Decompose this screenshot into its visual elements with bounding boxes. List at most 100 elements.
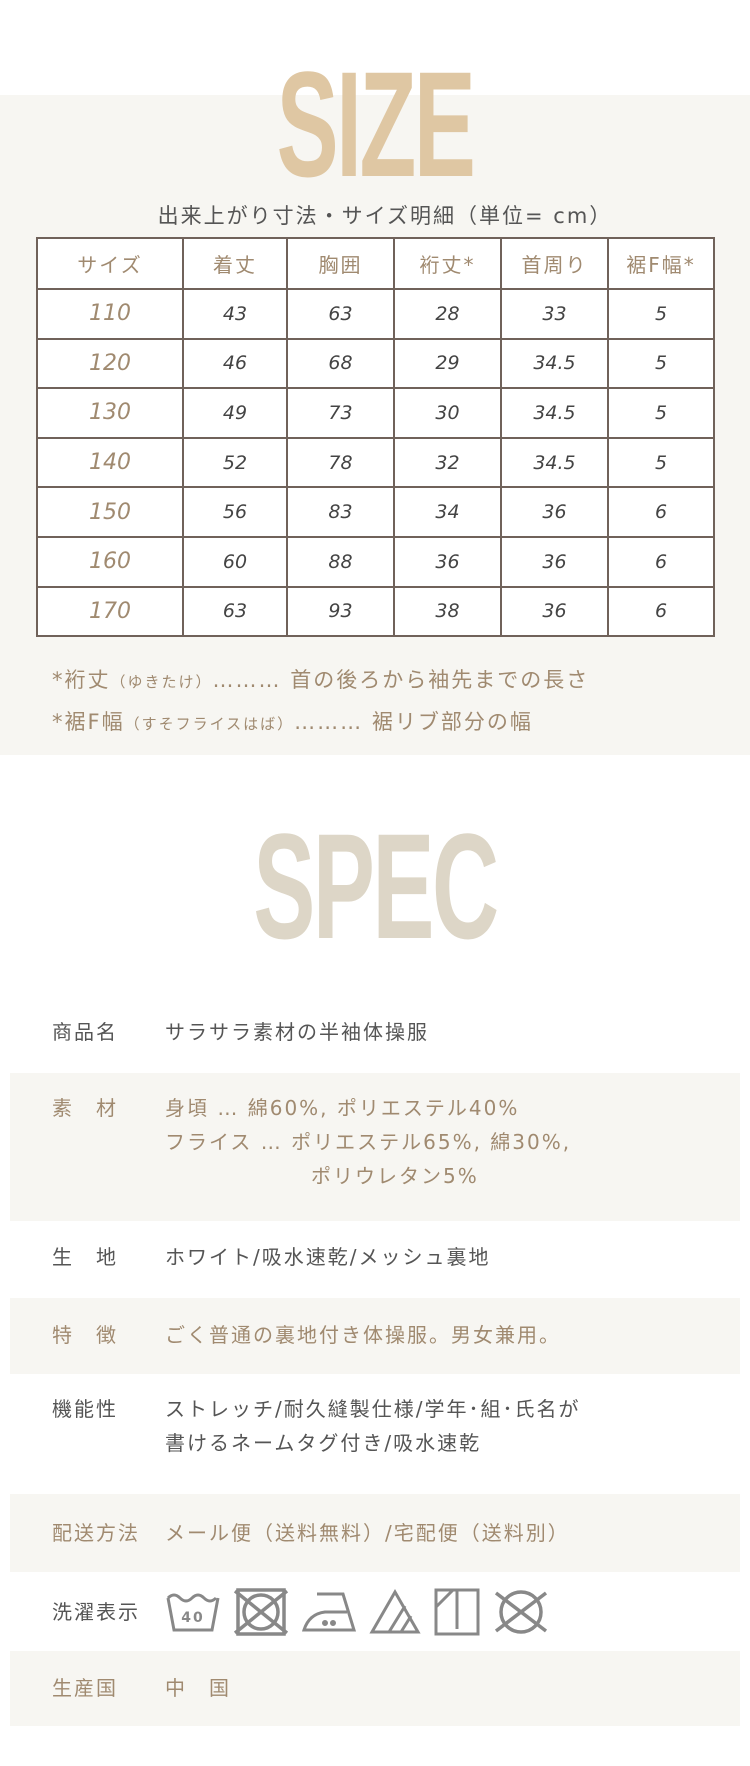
- size-notes: *裄丈（ゆきたけ）……… 首の後ろから袖先までの長さ *裾F幅（すそフライスはば…: [52, 660, 589, 744]
- measurement-cell: 6: [607, 585, 715, 638]
- material-line: 身頃 … 綿60%, ポリエステル40%: [165, 1096, 520, 1120]
- spec-row-care: 洗濯表示 40: [10, 1573, 740, 1651]
- spec-label: 配送方法: [52, 1521, 140, 1545]
- measurement-cell: 5: [607, 288, 715, 340]
- measurement-cell: 56: [182, 486, 288, 538]
- iron-low-icon: [301, 1592, 357, 1632]
- measurement-cell: 34: [393, 486, 502, 538]
- care-icons: 40: [165, 1587, 740, 1637]
- spec-value: 中 国: [165, 1676, 231, 1700]
- measurement-cell: 33: [500, 288, 609, 340]
- spec-value: サラサラ素材の半袖体操服: [165, 1020, 429, 1044]
- measurement-cell: 5: [607, 436, 715, 489]
- measurement-cell: 78: [286, 436, 395, 489]
- note-yukitake: *裄丈（ゆきたけ）……… 首の後ろから袖先までの長さ: [52, 660, 589, 702]
- spec-row-shipping: 配送方法 メール便（送料無料）/宅配便（送料別）: [10, 1494, 740, 1572]
- measurement-cell: 38: [393, 585, 502, 638]
- measurement-cell: 52: [182, 436, 288, 489]
- measurement-cell: 34.5: [500, 387, 609, 439]
- note-term: *裾F幅: [52, 710, 125, 734]
- measurement-cell: 36: [500, 585, 609, 638]
- measurement-cell: 36: [500, 535, 609, 588]
- note-desc: ……… 裾リブ部分の幅: [294, 710, 533, 734]
- spec-value: 身頃 … 綿60%, ポリエステル40% フライス … ポリエステル65%, 綿…: [165, 1091, 740, 1221]
- measurement-cell: 6: [607, 486, 715, 538]
- spec-label: 機能性: [52, 1397, 118, 1421]
- size-table-row: 140 52 78 32 34.5 5: [36, 436, 715, 489]
- material-line: フライス … ポリエステル65%, 綿30%,: [165, 1130, 572, 1154]
- spec-row-product-name: 商品名 サラサラ素材の半袖体操服: [10, 1015, 740, 1055]
- note-reading: （すそフライスはば）: [124, 715, 295, 733]
- spec-label: 素 材: [52, 1096, 118, 1120]
- note-reading: （ゆきたけ）: [110, 673, 213, 691]
- size-cell: 140: [36, 436, 184, 489]
- measurement-cell: 83: [286, 486, 395, 538]
- measurement-cell: 34.5: [500, 436, 609, 489]
- header-cell: 首周り: [500, 237, 609, 290]
- size-table-row: 170 63 93 38 36 6: [36, 585, 715, 638]
- bleach-icon: [369, 1589, 421, 1634]
- size-table-row: 130 49 73 30 34.5 5: [36, 387, 715, 439]
- measurement-cell: 49: [182, 387, 288, 439]
- size-table-row: 160 60 88 36 36 6: [36, 535, 715, 588]
- no-tumble-dry-icon: [233, 1588, 289, 1636]
- size-caption: 出来上がり寸法・サイズ明細（単位= cm）: [157, 204, 613, 228]
- measurement-cell: 93: [286, 585, 395, 638]
- note-susohaba: *裾F幅（すそフライスはば）……… 裾リブ部分の幅: [52, 702, 589, 744]
- size-table-row: 120 46 68 29 34.5 5: [36, 337, 715, 390]
- measurement-cell: 6: [607, 535, 715, 588]
- measurement-cell: 60: [182, 535, 288, 588]
- drip-dry-shade-icon: [434, 1588, 480, 1636]
- spec-label: 生 地: [52, 1245, 118, 1269]
- spec-row-material: 素 材 身頃 … 綿60%, ポリエステル40% フライス … ポリエステル65…: [10, 1073, 740, 1221]
- measurement-cell: 34.5: [500, 337, 609, 390]
- measurement-cell: 30: [393, 387, 502, 439]
- size-table-row: 110 43 63 28 33 5: [36, 288, 715, 340]
- size-cell: 110: [36, 288, 184, 340]
- material-line: ポリウレタン5%: [311, 1164, 479, 1188]
- measurement-cell: 28: [393, 288, 502, 340]
- size-cell: 150: [36, 486, 184, 538]
- measurement-cell: 29: [393, 337, 502, 390]
- header-cell: 着丈: [182, 237, 288, 290]
- note-term: *裄丈: [52, 668, 111, 692]
- spec-label: 特 徴: [52, 1323, 118, 1347]
- size-cell: 160: [36, 535, 184, 588]
- measurement-cell: 63: [286, 288, 395, 340]
- spec-row-functions: 機能性 ストレッチ/耐久縫製仕様/学年･組･氏名が 書けるネームタグ付き/吸水速…: [10, 1392, 740, 1472]
- wash-40-icon: 40: [166, 1593, 220, 1632]
- measurement-cell: 36: [500, 486, 609, 538]
- spec-row-country: 生産国 中 国: [10, 1651, 740, 1726]
- measurement-cell: 5: [607, 337, 715, 390]
- function-line: 書けるネームタグ付き/吸水速乾: [165, 1431, 482, 1455]
- function-line: ストレッチ/耐久縫製仕様/学年･組･氏名が: [165, 1397, 581, 1421]
- size-cell: 120: [36, 337, 184, 390]
- wash-temp: 40: [181, 1610, 204, 1626]
- spec-value: メール便（送料無料）/宅配便（送料別）: [165, 1521, 570, 1545]
- spec-title: SPEC: [253, 802, 499, 970]
- spec-label: 生産国: [52, 1676, 118, 1700]
- size-table: サイズ 着丈 胸囲 裄丈* 首周り 裾F幅* 110 43 63 28 33 5 120 46…: [36, 237, 715, 638]
- size-cell: 130: [36, 387, 184, 439]
- size-table-row: 150 56 83 34 36 6: [36, 486, 715, 538]
- measurement-cell: 32: [393, 436, 502, 489]
- spec-value: ホワイト/吸水速乾/メッシュ裏地: [165, 1245, 491, 1269]
- no-dry-clean-icon: [494, 1590, 548, 1634]
- header-cell: 裾F幅*: [607, 237, 715, 290]
- spec-label: 洗濯表示: [52, 1600, 140, 1624]
- note-desc: ……… 首の後ろから袖先までの長さ: [212, 668, 590, 692]
- measurement-cell: 36: [393, 535, 502, 588]
- measurement-cell: 63: [182, 585, 288, 638]
- measurement-cell: 43: [182, 288, 288, 340]
- header-cell: サイズ: [36, 237, 184, 290]
- header-cell: 胸囲: [286, 237, 395, 290]
- spec-value: ごく普通の裏地付き体操服。男女兼用。: [165, 1323, 561, 1347]
- measurement-cell: 73: [286, 387, 395, 439]
- size-table-header: サイズ 着丈 胸囲 裄丈* 首周り 裾F幅*: [36, 237, 715, 290]
- spec-row-fabric: 生 地 ホワイト/吸水速乾/メッシュ裏地: [10, 1240, 740, 1280]
- measurement-cell: 46: [182, 337, 288, 390]
- spec-label: 商品名: [52, 1020, 118, 1044]
- measurement-cell: 88: [286, 535, 395, 588]
- size-title: SIZE: [276, 40, 476, 208]
- spec-value: ストレッチ/耐久縫製仕様/学年･組･氏名が 書けるネームタグ付き/吸水速乾: [165, 1392, 740, 1472]
